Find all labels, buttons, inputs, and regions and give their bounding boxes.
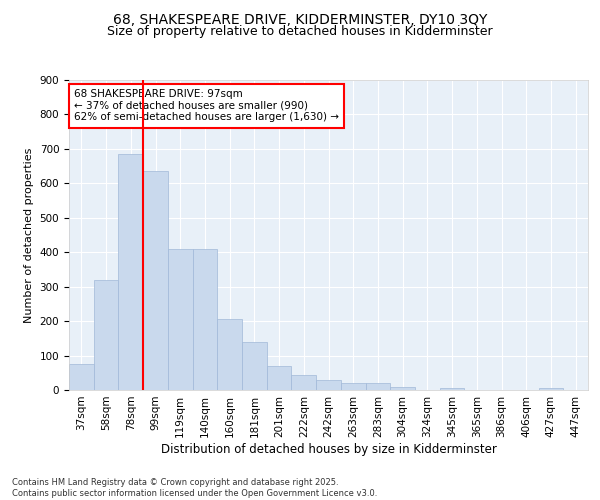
Bar <box>69 364 94 390</box>
Bar <box>539 388 563 390</box>
Bar <box>217 320 242 390</box>
Bar <box>143 172 168 390</box>
Text: 68 SHAKESPEARE DRIVE: 97sqm
← 37% of detached houses are smaller (990)
62% of se: 68 SHAKESPEARE DRIVE: 97sqm ← 37% of det… <box>74 90 339 122</box>
Bar <box>118 154 143 390</box>
Bar <box>168 249 193 390</box>
Bar <box>242 342 267 390</box>
Y-axis label: Number of detached properties: Number of detached properties <box>24 148 34 322</box>
Bar <box>316 380 341 390</box>
Bar <box>341 383 365 390</box>
Bar <box>292 374 316 390</box>
Text: Size of property relative to detached houses in Kidderminster: Size of property relative to detached ho… <box>107 25 493 38</box>
Bar <box>365 383 390 390</box>
Bar <box>440 388 464 390</box>
X-axis label: Distribution of detached houses by size in Kidderminster: Distribution of detached houses by size … <box>161 442 496 456</box>
Text: 68, SHAKESPEARE DRIVE, KIDDERMINSTER, DY10 3QY: 68, SHAKESPEARE DRIVE, KIDDERMINSTER, DY… <box>113 12 487 26</box>
Text: Contains HM Land Registry data © Crown copyright and database right 2025.
Contai: Contains HM Land Registry data © Crown c… <box>12 478 377 498</box>
Bar <box>94 280 118 390</box>
Bar <box>193 249 217 390</box>
Bar <box>390 386 415 390</box>
Bar <box>267 366 292 390</box>
